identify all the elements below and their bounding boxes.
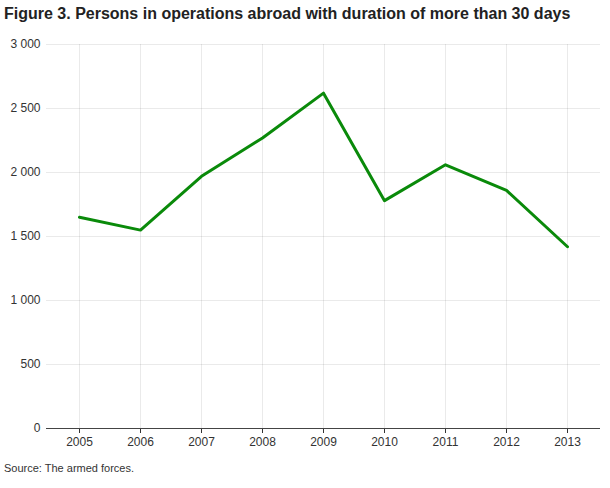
svg-text:1 500: 1 500 [10,229,40,243]
svg-text:500: 500 [20,357,40,371]
svg-text:2011: 2011 [433,435,459,449]
svg-text:2007: 2007 [188,435,215,449]
svg-text:2005: 2005 [66,435,93,449]
svg-text:2010: 2010 [371,435,398,449]
svg-text:3 000: 3 000 [10,37,40,51]
svg-text:1 000: 1 000 [10,293,40,307]
svg-text:2008: 2008 [249,435,276,449]
svg-text:2 000: 2 000 [10,165,40,179]
svg-text:2009: 2009 [310,435,337,449]
svg-text:2006: 2006 [127,435,154,449]
html-text:Source: The armed forces.: Source: The armed forces. [4,462,134,474]
svg-text:2013: 2013 [554,435,581,449]
svg-text:0: 0 [34,421,41,435]
html-text:Figure 3. Persons in operation: Figure 3. Persons in operations abroad w… [4,5,571,22]
svg-text:2012: 2012 [493,435,520,449]
svg-text:2 500: 2 500 [10,101,40,115]
